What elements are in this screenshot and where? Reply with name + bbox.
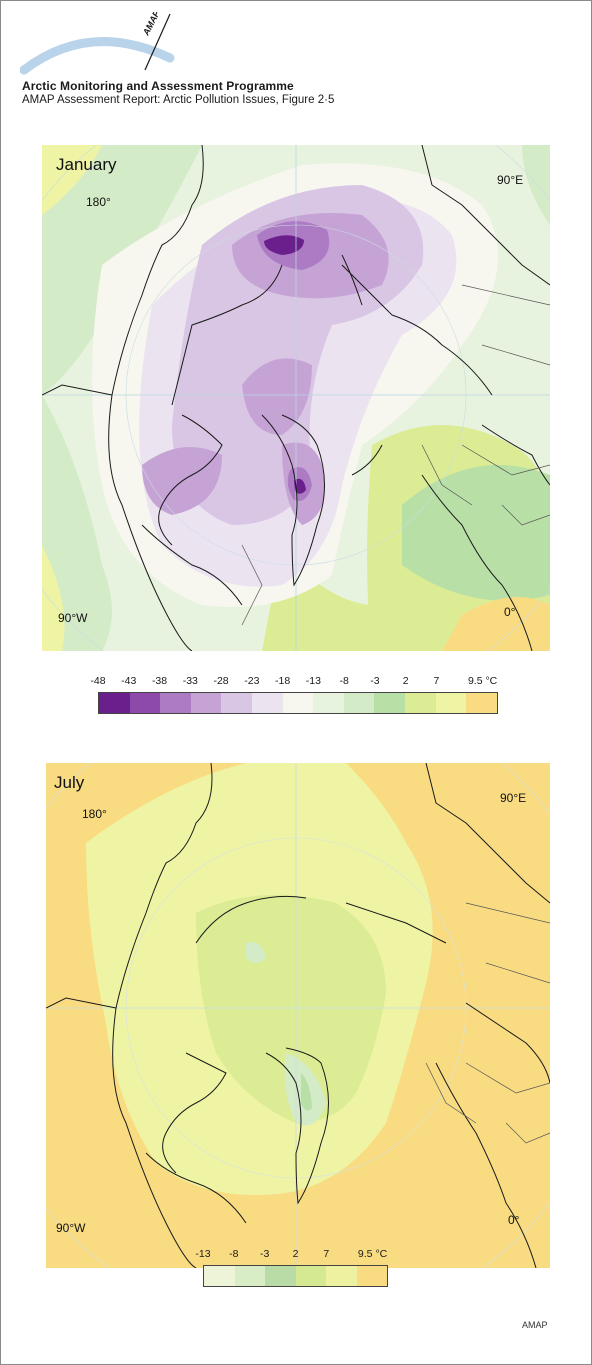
legend-tick-label: 2 xyxy=(402,675,409,687)
january-temperature-legend: -48 -43 -38 -33 -28 -23 -18 -13 -8 -3 2 7 9.5 °C xyxy=(90,675,498,717)
legend-tick-label: -13 xyxy=(195,1248,211,1260)
coord-90e: 90°E xyxy=(497,173,524,187)
legend-tick-label: -28 xyxy=(213,675,229,687)
legend-swatch xyxy=(129,693,161,713)
page-subtitle: AMAP Assessment Report: Arctic Pollution… xyxy=(22,94,335,106)
legend-tick-label: -48 xyxy=(90,675,106,687)
legend-tick-label: -8 xyxy=(339,675,349,687)
legend-tick-label: -13 xyxy=(305,675,321,687)
legend-tick-label: 9.5 °C xyxy=(467,675,498,687)
amap-credit: AMAP xyxy=(522,1320,548,1330)
legend-tick-label: -38 xyxy=(151,675,168,687)
legend-tick-label: -3 xyxy=(370,675,380,687)
legend-swatch xyxy=(282,693,314,713)
legend-tick-label: 7 xyxy=(323,1248,330,1260)
legend-tick-label: -8 xyxy=(229,1248,239,1260)
coord-0: 0° xyxy=(504,605,516,619)
july-temperature-legend: -13 -8 -3 2 7 9.5 °C xyxy=(195,1248,388,1300)
coord-90w: 90°W xyxy=(56,1221,86,1235)
legend-tick-label: -23 xyxy=(244,675,260,687)
legend-swatch xyxy=(326,1266,357,1286)
coord-180: 180° xyxy=(82,807,107,821)
page-title: Arctic Monitoring and Assessment Program… xyxy=(22,79,294,93)
coord-90e: 90°E xyxy=(500,791,527,805)
legend-swatch xyxy=(374,693,406,713)
legend-swatch xyxy=(405,693,436,713)
legend-swatch xyxy=(356,1266,387,1286)
legend-swatch xyxy=(99,693,130,713)
july-temperature-map: July 180° 90°E 90°W 0° xyxy=(46,763,550,1268)
january-temperature-map: January 180° 90°E 90°W 0° xyxy=(42,145,550,651)
legend-tick-label: 2 xyxy=(292,1248,299,1260)
svg-text:AMAP: AMAP xyxy=(140,12,162,38)
legend-ticks-jan: -48 -43 -38 -33 -28 -23 -18 -13 -8 -3 2 7 9.5 °C xyxy=(90,675,498,689)
legend-tick-label: -18 xyxy=(275,675,291,687)
coord-90w: 90°W xyxy=(58,611,88,625)
legend-swatch xyxy=(221,693,253,713)
legend-swatch xyxy=(190,693,222,713)
legend-swatch xyxy=(234,1266,265,1286)
amap-logo: AMAP xyxy=(19,8,220,76)
legend-swatch xyxy=(160,693,191,713)
legend-swatch xyxy=(265,1266,296,1286)
coord-180: 180° xyxy=(86,195,111,209)
legend-tick-label: 9.5 °C xyxy=(357,1248,388,1260)
legend-swatch xyxy=(466,693,497,713)
legend-swatch xyxy=(204,1266,235,1286)
map-title-january: January xyxy=(56,155,117,174)
legend-tick-label: 7 xyxy=(433,675,440,687)
map-title-july: July xyxy=(54,773,85,792)
legend-tick-label: -43 xyxy=(121,675,137,687)
legend-swatch xyxy=(252,693,283,713)
legend-swatch xyxy=(343,693,375,713)
legend-ticks-jul: -13 -8 -3 2 7 9.5 °C xyxy=(195,1248,388,1262)
legend-swatch xyxy=(313,693,344,713)
legend-swatch xyxy=(295,1266,326,1286)
legend-bar-jul xyxy=(203,1265,388,1287)
coord-0: 0° xyxy=(508,1213,520,1227)
legend-swatch xyxy=(435,693,467,713)
legend-tick-label: -33 xyxy=(182,675,198,687)
legend-tick-label: -3 xyxy=(259,1248,270,1260)
legend-bar-jan xyxy=(98,692,498,714)
